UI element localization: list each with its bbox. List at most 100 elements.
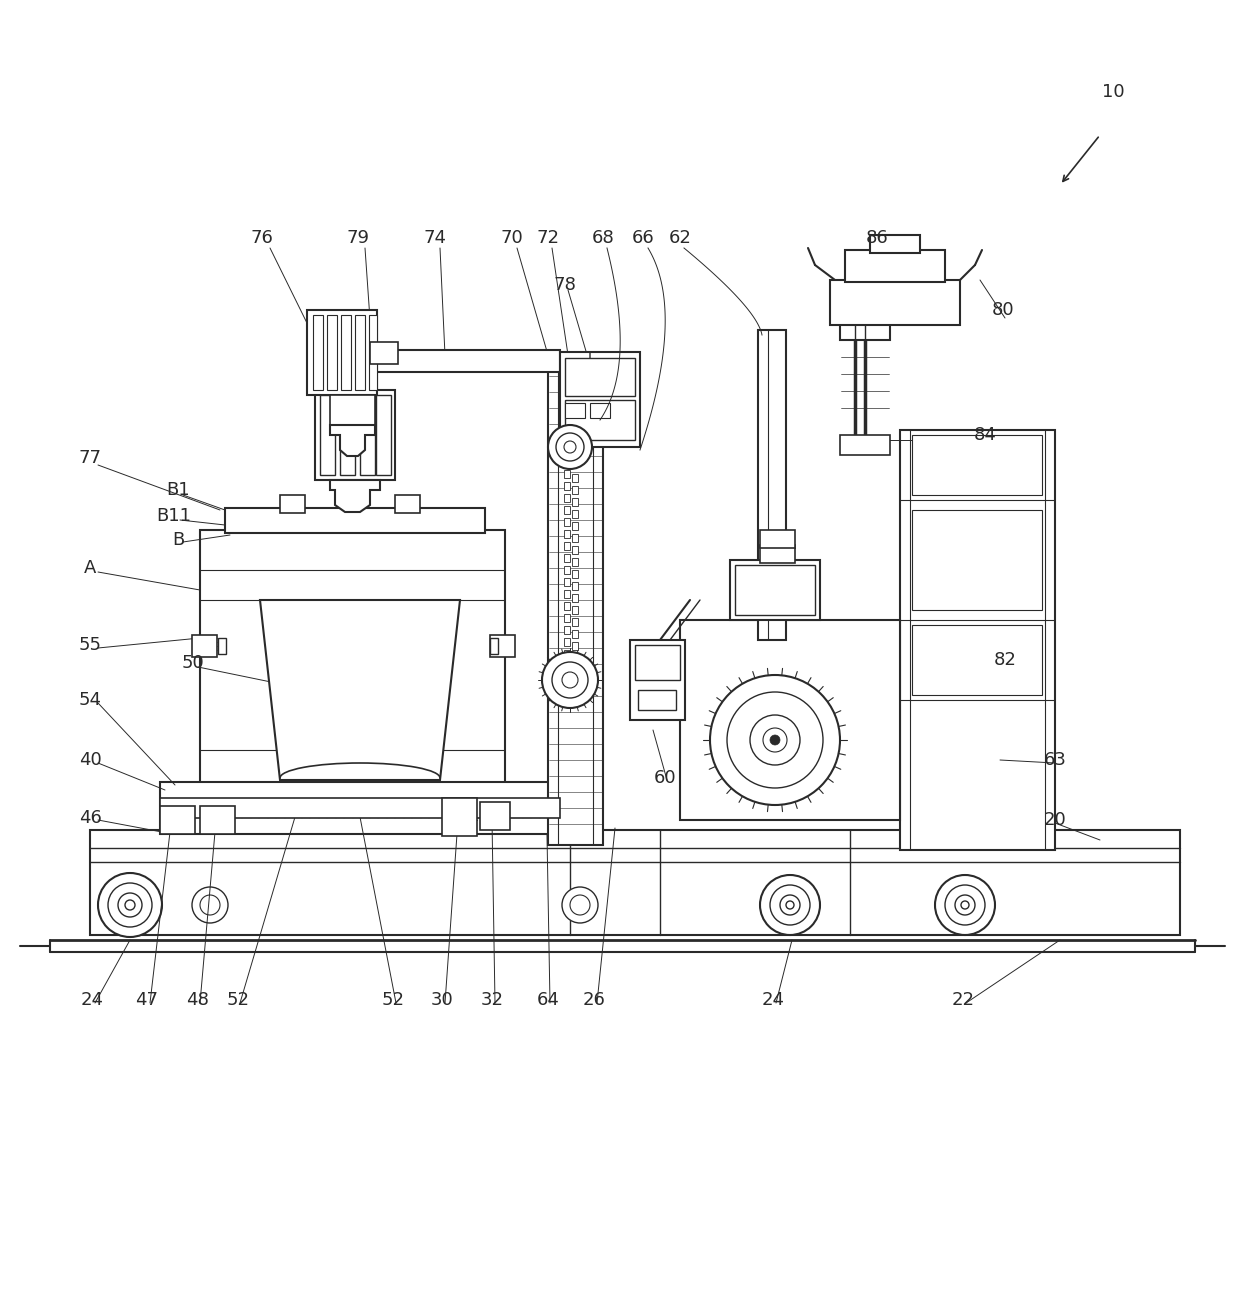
Text: 26: 26 xyxy=(583,992,605,1009)
Text: 72: 72 xyxy=(537,229,559,248)
Bar xyxy=(280,495,305,513)
Text: 24: 24 xyxy=(761,992,785,1009)
Bar xyxy=(911,509,1042,610)
Text: 40: 40 xyxy=(78,751,102,769)
Circle shape xyxy=(175,818,179,822)
Bar xyxy=(564,590,570,598)
Text: 66: 66 xyxy=(631,229,655,248)
Circle shape xyxy=(200,895,219,915)
Text: 32: 32 xyxy=(480,992,503,1009)
Bar xyxy=(572,594,578,602)
Circle shape xyxy=(211,814,223,826)
Bar xyxy=(564,519,570,526)
Bar xyxy=(490,635,515,657)
Bar xyxy=(639,691,676,710)
Bar xyxy=(315,390,396,480)
Bar xyxy=(548,354,603,846)
Bar xyxy=(91,830,1180,936)
Bar xyxy=(635,645,680,680)
Circle shape xyxy=(171,814,184,826)
Circle shape xyxy=(205,808,229,833)
Bar xyxy=(839,321,890,340)
Bar xyxy=(590,403,610,418)
Circle shape xyxy=(945,885,985,925)
Bar xyxy=(564,506,570,513)
Text: 77: 77 xyxy=(78,450,102,466)
Circle shape xyxy=(711,675,839,805)
Bar xyxy=(360,395,374,476)
Bar xyxy=(572,666,578,674)
Circle shape xyxy=(192,887,228,923)
Circle shape xyxy=(118,893,143,917)
Circle shape xyxy=(564,440,577,453)
Bar xyxy=(370,341,398,364)
Bar xyxy=(565,358,635,396)
Text: 52: 52 xyxy=(382,992,404,1009)
Text: 64: 64 xyxy=(537,992,559,1009)
Circle shape xyxy=(770,885,810,925)
Bar xyxy=(564,602,570,610)
Circle shape xyxy=(780,895,800,915)
Bar xyxy=(200,530,505,830)
Text: 62: 62 xyxy=(668,229,692,248)
Text: 82: 82 xyxy=(993,652,1017,668)
Bar xyxy=(564,494,570,502)
Bar xyxy=(730,560,820,620)
Bar xyxy=(680,620,900,820)
Bar xyxy=(312,315,322,390)
Bar xyxy=(760,530,795,549)
Bar xyxy=(396,495,420,513)
Bar xyxy=(376,395,391,476)
Bar xyxy=(564,662,570,670)
Bar xyxy=(572,678,578,685)
Text: 22: 22 xyxy=(951,992,975,1009)
Bar xyxy=(564,614,570,622)
Text: 54: 54 xyxy=(78,691,102,709)
Bar xyxy=(572,618,578,625)
Polygon shape xyxy=(330,480,379,512)
Circle shape xyxy=(935,876,994,936)
Circle shape xyxy=(562,672,578,688)
Bar xyxy=(224,508,485,533)
Bar xyxy=(572,642,578,650)
Circle shape xyxy=(955,895,975,915)
Circle shape xyxy=(98,873,162,937)
Circle shape xyxy=(562,887,598,923)
Bar xyxy=(572,558,578,566)
Text: 30: 30 xyxy=(430,992,454,1009)
Text: 80: 80 xyxy=(992,301,1014,319)
Text: 48: 48 xyxy=(186,992,208,1009)
Text: 86: 86 xyxy=(866,229,888,248)
Bar xyxy=(564,542,570,550)
Circle shape xyxy=(727,692,823,788)
Bar xyxy=(192,635,217,657)
Circle shape xyxy=(770,735,780,745)
Bar xyxy=(830,280,960,324)
Text: 70: 70 xyxy=(501,229,523,248)
Text: 20: 20 xyxy=(1044,810,1066,829)
Bar xyxy=(340,478,370,498)
Bar xyxy=(564,470,570,478)
Bar xyxy=(320,395,335,476)
Bar xyxy=(480,803,510,830)
Bar xyxy=(572,509,578,519)
Text: B11: B11 xyxy=(156,507,191,525)
Bar xyxy=(735,566,815,615)
Bar xyxy=(565,403,585,418)
Text: 47: 47 xyxy=(135,992,159,1009)
Bar xyxy=(564,566,570,575)
Bar xyxy=(572,546,578,554)
Bar xyxy=(355,315,365,390)
Text: 78: 78 xyxy=(553,276,577,294)
Bar xyxy=(630,640,684,721)
Text: 68: 68 xyxy=(591,229,614,248)
Bar xyxy=(572,534,578,542)
Text: 10: 10 xyxy=(1101,83,1125,102)
Bar xyxy=(911,625,1042,694)
Bar xyxy=(160,797,560,818)
Bar xyxy=(160,782,570,834)
Bar xyxy=(870,235,920,253)
Text: 63: 63 xyxy=(1044,751,1066,769)
Bar xyxy=(572,654,578,662)
Circle shape xyxy=(961,900,968,909)
